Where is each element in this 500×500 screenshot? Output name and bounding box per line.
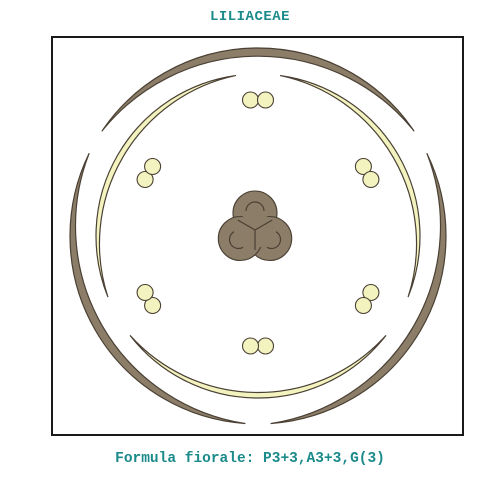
outer-tepal-2 <box>270 153 447 425</box>
septum-3 <box>237 219 256 231</box>
anther-4a <box>256 337 275 355</box>
locule-3 <box>228 231 244 250</box>
anther-3b <box>354 296 372 315</box>
septum-1 <box>254 219 273 231</box>
anther-2a <box>354 157 372 176</box>
diagram-title: LILIACEAE <box>209 9 291 25</box>
outer-tepal-1 <box>101 47 415 132</box>
locule-1 <box>245 201 265 212</box>
anther-1b <box>256 91 275 109</box>
inner-tepals <box>95 75 421 399</box>
stamens <box>136 91 380 355</box>
anther-5a <box>144 296 162 315</box>
anther-2b <box>362 170 380 189</box>
anther-5b <box>136 283 154 302</box>
anther-3a <box>362 283 380 302</box>
anther-6a <box>136 170 154 189</box>
inner-tepal-2 <box>279 75 421 298</box>
outer-tepals <box>69 47 447 425</box>
locule-2 <box>266 231 282 250</box>
inner-tepal-1 <box>95 75 237 298</box>
anther-4b <box>241 337 260 355</box>
anther-6b <box>144 157 162 176</box>
gynoecium <box>217 190 293 262</box>
outer-tepal-3 <box>69 153 246 425</box>
inner-tepal-3 <box>129 335 387 399</box>
floral-formula: Formula fiorale: P3+3,A3+3,G(3) <box>115 451 385 467</box>
anther-1a <box>241 91 260 109</box>
